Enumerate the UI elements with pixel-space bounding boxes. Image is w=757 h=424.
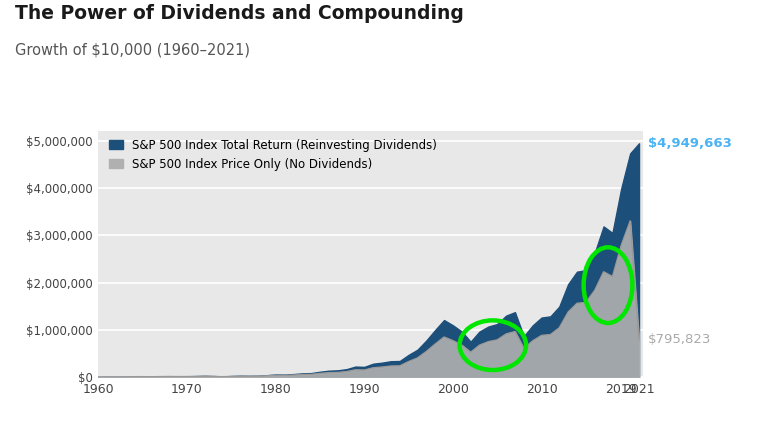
Legend: S&P 500 Index Total Return (Reinvesting Dividends), S&P 500 Index Price Only (No: S&P 500 Index Total Return (Reinvesting …	[104, 134, 442, 175]
Text: Growth of $10,000 (1960–2021): Growth of $10,000 (1960–2021)	[15, 42, 250, 57]
Text: $4,949,663: $4,949,663	[648, 137, 732, 150]
Text: The Power of Dividends and Compounding: The Power of Dividends and Compounding	[15, 4, 464, 23]
Text: $795,823: $795,823	[648, 333, 712, 346]
